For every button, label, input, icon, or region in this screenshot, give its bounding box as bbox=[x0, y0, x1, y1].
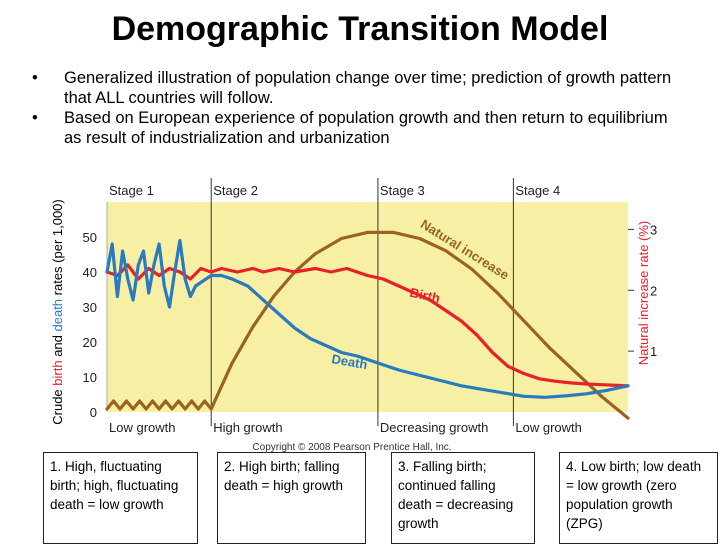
series-line-birth bbox=[105, 263, 630, 388]
growth-label: Low growth bbox=[109, 420, 175, 435]
ylabel-birth: birth bbox=[50, 360, 65, 385]
stage-3-box: 3. Falling birth; continued falling deat… bbox=[391, 452, 535, 544]
right-tick-label: 2 bbox=[650, 283, 657, 298]
left-tick-label: 40 bbox=[83, 265, 97, 280]
bullet-item: Generalized illustration of population c… bbox=[26, 68, 686, 108]
copyright-note: Copyright © 2008 Pearson Prentice Hall, … bbox=[252, 442, 451, 453]
left-tick-label: 50 bbox=[83, 230, 97, 245]
stage-1-box: 1. High, fluctuating birth; high, fluctu… bbox=[43, 452, 198, 544]
stage-label: Stage 4 bbox=[515, 183, 560, 198]
right-tick-label: 3 bbox=[650, 222, 657, 237]
growth-label: Decreasing growth bbox=[380, 420, 488, 435]
right-tick-label: 1 bbox=[650, 344, 657, 359]
series-line-death bbox=[105, 238, 630, 399]
slide-title: Demographic Transition Model bbox=[111, 10, 609, 48]
stage-label: Stage 1 bbox=[109, 183, 154, 198]
ylabel-part: Crude bbox=[50, 386, 65, 425]
left-axis-label: Crude birth and death rates (per 1,000) bbox=[50, 199, 65, 425]
ylabel-part: and bbox=[50, 332, 65, 361]
bullet-list: Generalized illustration of population c… bbox=[26, 68, 686, 148]
right-axis-label: Natural increase rate (%) bbox=[636, 221, 651, 366]
left-tick-label: 30 bbox=[83, 300, 97, 315]
left-tick-label: 0 bbox=[90, 405, 97, 420]
ylabel-death: death bbox=[50, 299, 65, 332]
stage-label: Stage 2 bbox=[213, 183, 258, 198]
stage-2-box: 2. High birth; falling death = high grow… bbox=[217, 452, 366, 544]
growth-label: High growth bbox=[213, 420, 282, 435]
annotation-birth: Birth bbox=[409, 285, 442, 306]
ylabel-part: rates (per 1,000) bbox=[50, 199, 65, 299]
series-line-natural-increase bbox=[105, 230, 630, 420]
demographic-transition-chart: 0 10 20 30 40 50 1 2 3 Stage 1 Stage 2 Stage 3 Stag… bbox=[50, 178, 657, 453]
stage-label: Stage 3 bbox=[380, 183, 425, 198]
growth-label: Low growth bbox=[515, 420, 581, 435]
bullet-item: Based on European experience of populati… bbox=[26, 108, 686, 148]
left-tick-label: 20 bbox=[83, 335, 97, 350]
plot-area bbox=[107, 202, 628, 412]
left-tick-label: 10 bbox=[83, 370, 97, 385]
annotation-death: Death bbox=[331, 351, 369, 372]
stage-4-box: 4. Low birth; low death = low growth (ze… bbox=[559, 452, 718, 544]
